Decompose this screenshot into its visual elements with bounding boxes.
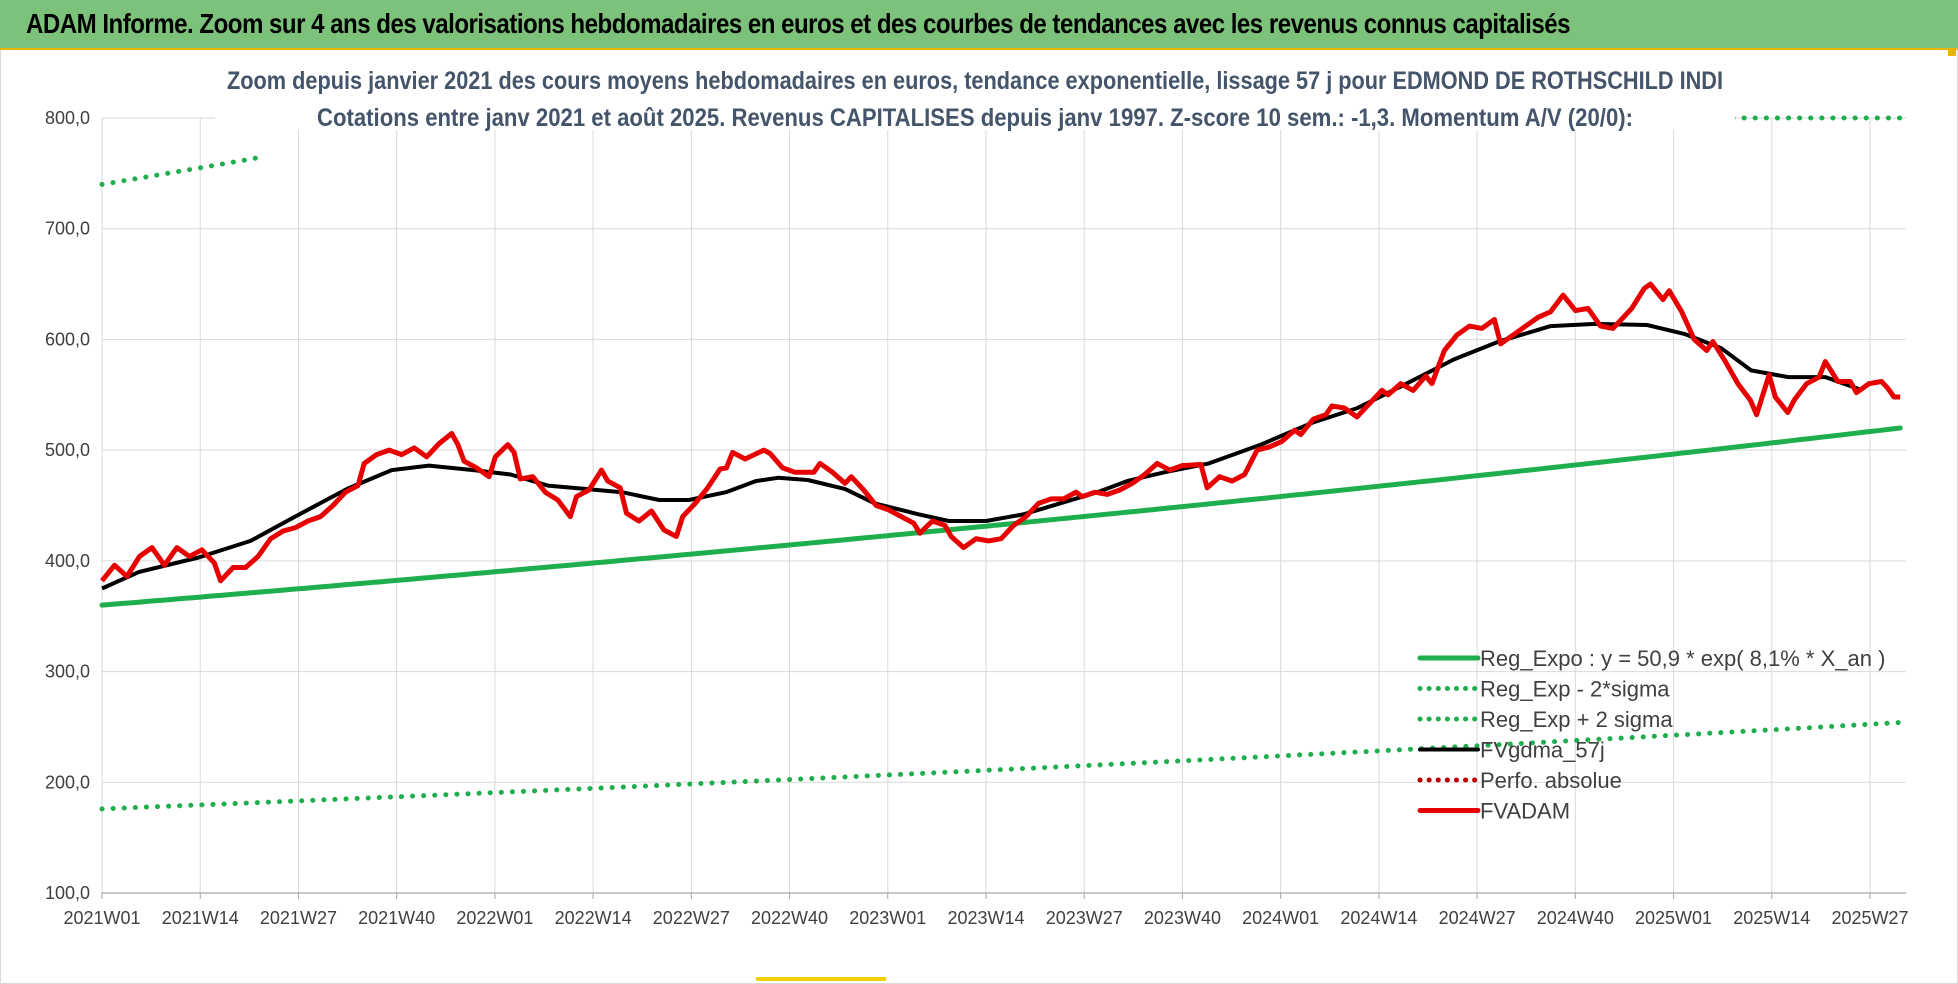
chart-title-line-2: Cotations entre janv 2021 et août 2025. … (317, 104, 1633, 132)
chart-area: 100,0 200,0 300,0 400,0 500,0 600,0 700,0 800,0… (0, 52, 1958, 984)
y-tick-label: 600,0 (45, 329, 90, 349)
series (99, 115, 1905, 812)
legend: Reg_Expo : y = 50,9 * exp( 8,1% * X_an )… (1417, 646, 1885, 824)
y-tick-label: 100,0 (45, 883, 90, 903)
series-reg-exp-plus-2-sigma (99, 154, 264, 187)
legend-label: Reg_Exp + 2 sigma (1480, 707, 1673, 732)
x-tick-label: 2022W14 (555, 908, 632, 928)
x-tick-label: 2023W14 (947, 908, 1024, 928)
series-fvadam (100, 281, 1901, 584)
x-tick-label: 2023W27 (1046, 908, 1123, 928)
y-tick-label: 500,0 (45, 440, 90, 460)
x-tick-label: 2024W14 (1340, 908, 1417, 928)
x-tick-label: 2021W01 (63, 908, 140, 928)
series-reg-expo (99, 425, 1903, 608)
series-fvgdma-57j (101, 321, 1864, 591)
line-chart: 100,0 200,0 300,0 400,0 500,0 600,0 700,0 800,0… (45, 58, 1909, 928)
series-reg-exp-minus-2-sigma (99, 720, 1903, 812)
x-tick-label: 2024W27 (1439, 908, 1516, 928)
x-tick-label: 2021W40 (358, 908, 435, 928)
report-banner: ADAM Informe. Zoom sur 4 ans des valoris… (0, 0, 1958, 50)
x-tick-label: 2025W01 (1635, 908, 1712, 928)
x-tick-label: 2021W14 (162, 908, 239, 928)
x-tick-label: 2022W40 (751, 908, 828, 928)
title-backdrop (215, 58, 1735, 130)
x-tick-label: 2021W27 (260, 908, 337, 928)
x-tick-label: 2022W27 (653, 908, 730, 928)
chart-title-line-1: Zoom depuis janvier 2021 des cours moyen… (227, 67, 1723, 95)
x-tick-label: 2023W01 (849, 908, 926, 928)
legend-label: Reg_Exp - 2*sigma (1480, 677, 1670, 702)
y-tick-label: 800,0 (45, 108, 90, 128)
x-tick-label: 2025W14 (1733, 908, 1810, 928)
x-tick-label: 2023W40 (1144, 908, 1221, 928)
report-title: ADAM Informe. Zoom sur 4 ans des valoris… (26, 8, 1570, 39)
corner-mark (1948, 50, 1956, 56)
y-tick-label: 400,0 (45, 551, 90, 571)
legend-label: Perfo. absolue (1480, 768, 1622, 793)
x-tick-label: 2024W40 (1537, 908, 1614, 928)
y-tick-label: 300,0 (45, 662, 90, 682)
chart-title: Zoom depuis janvier 2021 des cours moyen… (215, 58, 1735, 132)
axes: 100,0 200,0 300,0 400,0 500,0 600,0 700,0 800,0… (45, 108, 1909, 928)
grid (101, 117, 1906, 894)
y-tick-label: 200,0 (45, 772, 90, 792)
x-tick-label: 2022W01 (456, 908, 533, 928)
x-tick-label: 2025W27 (1831, 908, 1908, 928)
legend-label: Reg_Expo : y = 50,9 * exp( 8,1% * X_an ) (1480, 646, 1885, 671)
scroll-indicator (756, 977, 886, 981)
x-tick-label: 2024W01 (1242, 908, 1319, 928)
y-tick-label: 700,0 (45, 219, 90, 239)
legend-label: FVgdma_57j (1480, 738, 1605, 763)
legend-label: FVADAM (1480, 799, 1570, 824)
